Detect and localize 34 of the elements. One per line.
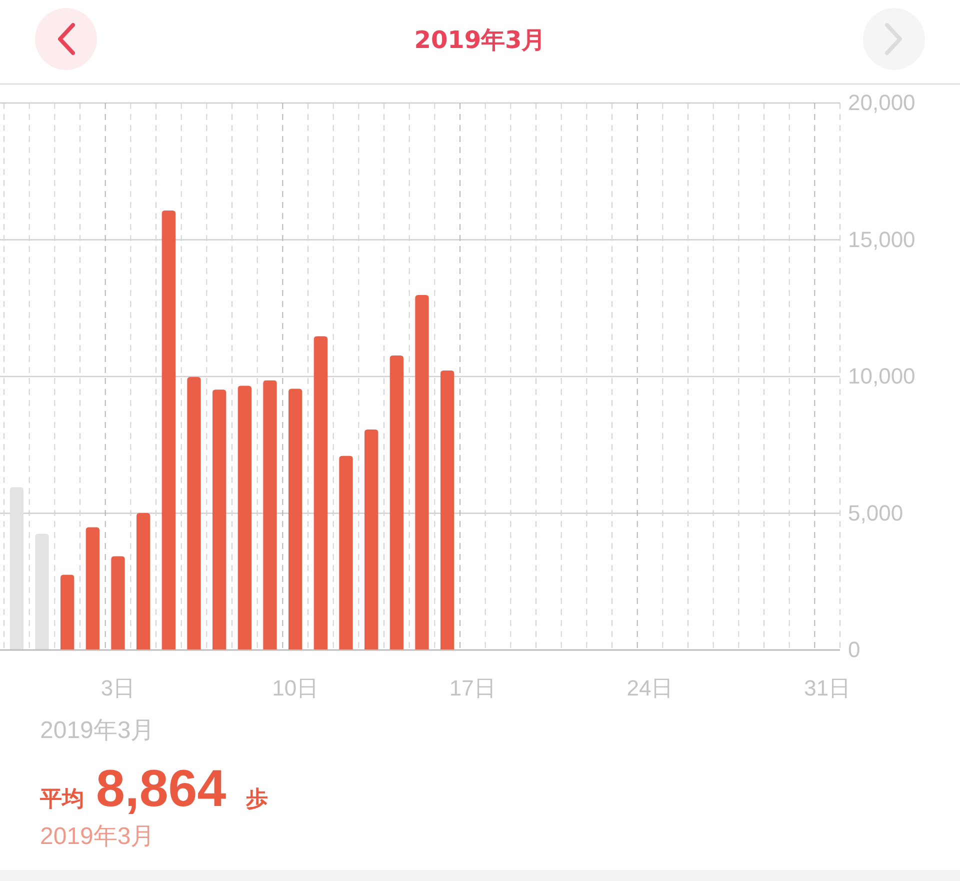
y-tick-label: 20,000 — [848, 90, 916, 116]
chart-title: 2019年3月 — [414, 26, 546, 54]
bar — [314, 336, 328, 650]
bar — [440, 370, 454, 650]
y-tick-label: 5,000 — [848, 500, 904, 526]
bar — [10, 487, 24, 650]
bar — [60, 574, 74, 650]
bar — [238, 386, 252, 650]
bar — [415, 294, 429, 650]
bar — [35, 534, 49, 650]
bar — [136, 512, 150, 650]
y-tick-label: 15,000 — [848, 226, 916, 252]
bar — [263, 380, 277, 650]
text: 平均 — [39, 786, 84, 811]
bar — [86, 527, 100, 650]
bar — [364, 430, 378, 650]
bar — [187, 377, 201, 650]
x-tick-label: 17日 — [449, 676, 496, 701]
bar — [212, 390, 226, 650]
bar — [111, 556, 125, 650]
bar — [162, 210, 176, 650]
bar — [390, 355, 404, 650]
y-tick-label: 0 — [848, 637, 860, 662]
x-tick-label: 10日 — [272, 676, 319, 701]
text: 2019年3月 — [40, 823, 155, 850]
bar — [288, 388, 302, 650]
x-tick-label: 24日 — [626, 676, 674, 701]
bar — [339, 456, 353, 650]
x-tick-label: 3日 — [100, 676, 136, 701]
y-tick-label: 10,000 — [848, 364, 916, 389]
text: 2019年3月 — [40, 717, 155, 744]
text: 歩 — [245, 786, 268, 811]
text: 8,864 — [96, 760, 226, 818]
x-tick-label: 31日 — [804, 676, 851, 701]
